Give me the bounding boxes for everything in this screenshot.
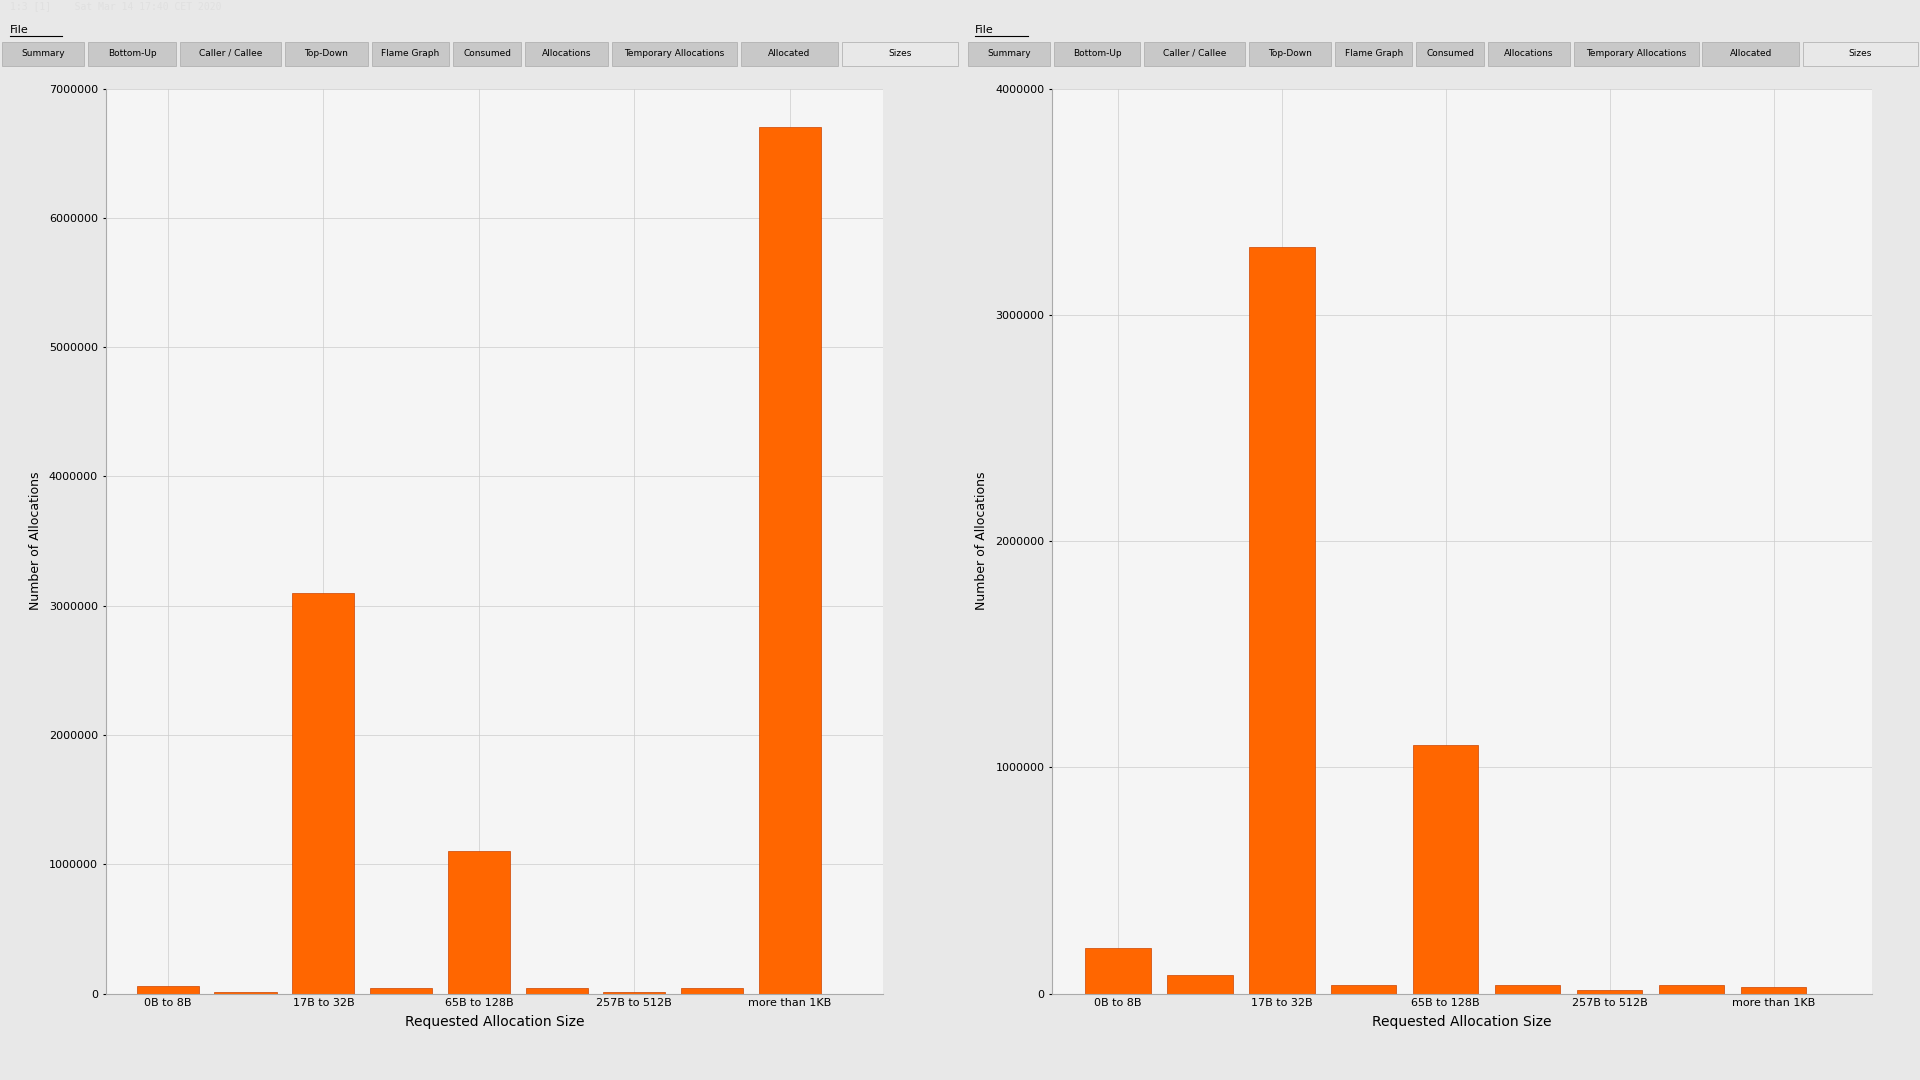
Text: Bottom-Up: Bottom-Up [1073,49,1121,58]
Text: Sizes: Sizes [1849,49,1872,58]
Text: Flame Graph: Flame Graph [382,49,440,58]
Bar [215,991,276,994]
Text: Summary: Summary [987,49,1031,58]
FancyBboxPatch shape [180,42,280,66]
Text: Flame Graph: Flame Graph [1344,49,1404,58]
Bar [136,986,200,994]
Text: Caller / Callee: Caller / Callee [1164,49,1227,58]
Bar [1496,985,1561,994]
FancyBboxPatch shape [284,42,369,66]
Bar [526,988,588,994]
FancyBboxPatch shape [741,42,837,66]
Text: File: File [975,26,995,36]
FancyBboxPatch shape [1417,42,1484,66]
X-axis label: Requested Allocation Size: Requested Allocation Size [405,1015,584,1029]
FancyBboxPatch shape [1144,42,1246,66]
FancyBboxPatch shape [611,42,737,66]
Text: Top-Down: Top-Down [1269,49,1311,58]
FancyBboxPatch shape [453,42,520,66]
Bar [603,991,666,994]
Bar [1659,985,1724,994]
FancyBboxPatch shape [1250,42,1331,66]
Y-axis label: Number of Allocations: Number of Allocations [29,472,42,610]
Text: File: File [10,26,29,36]
Text: Consumed: Consumed [1427,49,1475,58]
FancyBboxPatch shape [2,42,84,66]
FancyBboxPatch shape [1574,42,1699,66]
FancyBboxPatch shape [88,42,177,66]
Text: Allocated: Allocated [1730,49,1772,58]
Bar [1741,987,1807,994]
FancyBboxPatch shape [1803,42,1918,66]
Text: Allocations: Allocations [541,49,591,58]
Bar [1413,745,1478,994]
Text: Consumed: Consumed [463,49,511,58]
FancyBboxPatch shape [1334,42,1413,66]
Bar [371,988,432,994]
Text: Top-Down: Top-Down [305,49,348,58]
X-axis label: Requested Allocation Size: Requested Allocation Size [1373,1015,1551,1029]
Y-axis label: Number of Allocations: Number of Allocations [975,472,989,610]
Bar [292,593,355,994]
Text: Summary: Summary [21,49,65,58]
Bar [447,851,511,994]
Bar [1576,990,1642,994]
Text: Bottom-Up: Bottom-Up [108,49,156,58]
Text: Caller / Callee: Caller / Callee [198,49,263,58]
FancyBboxPatch shape [841,42,958,66]
Bar [682,988,743,994]
Text: Allocated: Allocated [768,49,810,58]
Bar [1331,985,1396,994]
Bar [758,127,822,994]
Bar [1167,975,1233,994]
FancyBboxPatch shape [1488,42,1571,66]
FancyBboxPatch shape [526,42,607,66]
Text: Temporary Allocations: Temporary Allocations [624,49,724,58]
Text: Temporary Allocations: Temporary Allocations [1586,49,1686,58]
FancyBboxPatch shape [968,42,1050,66]
FancyBboxPatch shape [371,42,449,66]
FancyBboxPatch shape [1054,42,1140,66]
FancyBboxPatch shape [1703,42,1799,66]
Bar [1248,247,1315,994]
Text: Sizes: Sizes [889,49,912,58]
Text: 1:3 [1]    Sat Mar 14 17:40 CET 2020: 1:3 [1] Sat Mar 14 17:40 CET 2020 [10,1,221,12]
Text: Allocations: Allocations [1503,49,1553,58]
Bar [1085,948,1150,994]
